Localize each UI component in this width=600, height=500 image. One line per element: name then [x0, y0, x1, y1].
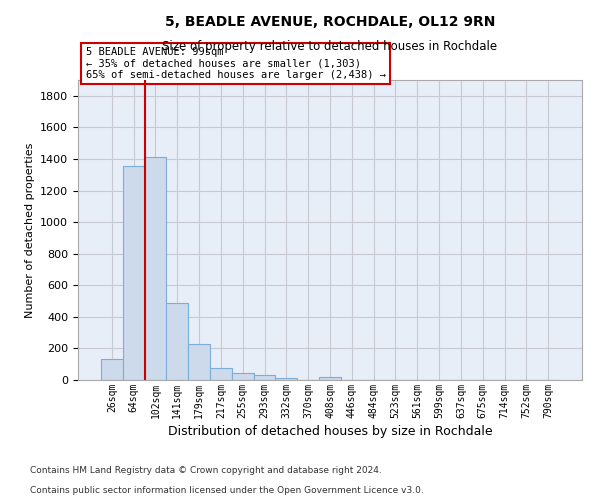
- Bar: [232, 373, 254, 380]
- Text: 5, BEADLE AVENUE, ROCHDALE, OL12 9RN: 5, BEADLE AVENUE, ROCHDALE, OL12 9RN: [165, 15, 495, 29]
- Bar: [145, 158, 166, 380]
- Text: Contains HM Land Registry data © Crown copyright and database right 2024.: Contains HM Land Registry data © Crown c…: [30, 466, 382, 475]
- Bar: [210, 368, 232, 380]
- Text: 5 BEADLE AVENUE: 99sqm
← 35% of detached houses are smaller (1,303)
65% of semi-: 5 BEADLE AVENUE: 99sqm ← 35% of detached…: [86, 47, 386, 80]
- Bar: [254, 376, 275, 380]
- Bar: [275, 378, 297, 380]
- Bar: [123, 166, 145, 380]
- Bar: [101, 358, 123, 380]
- Bar: [188, 344, 210, 380]
- Text: Size of property relative to detached houses in Rochdale: Size of property relative to detached ho…: [163, 40, 497, 53]
- Y-axis label: Number of detached properties: Number of detached properties: [25, 142, 35, 318]
- Bar: [319, 377, 341, 380]
- Text: Distribution of detached houses by size in Rochdale: Distribution of detached houses by size …: [167, 425, 493, 438]
- Bar: [166, 302, 188, 380]
- Text: Contains public sector information licensed under the Open Government Licence v3: Contains public sector information licen…: [30, 486, 424, 495]
